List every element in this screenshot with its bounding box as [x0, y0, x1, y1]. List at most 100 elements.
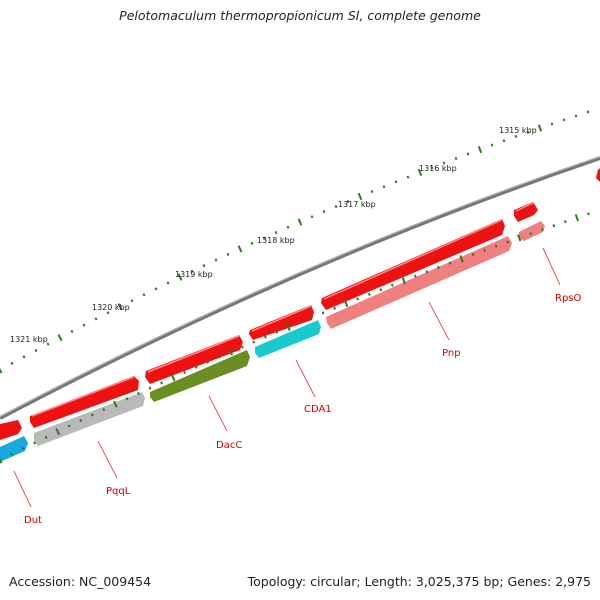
outer-tick — [562, 118, 566, 122]
inner-tick — [574, 214, 579, 222]
leader-line-dut — [13, 470, 32, 508]
outer-tick — [237, 245, 243, 253]
outer-tick — [286, 225, 290, 229]
outer-tick — [550, 122, 554, 126]
outer-tick — [334, 204, 338, 209]
inner-tick — [333, 306, 337, 310]
inner-tick — [0, 457, 3, 464]
inner-tick — [425, 270, 429, 274]
gene-label-dacc[interactable]: DacC — [216, 440, 242, 451]
cds-reverse-cda1[interactable] — [255, 320, 321, 358]
outer-tick — [490, 143, 494, 147]
cds-forward-segment[interactable] — [321, 219, 505, 310]
inner-tick — [228, 348, 234, 356]
outer-tick — [154, 287, 158, 291]
inner-tick — [471, 252, 475, 257]
gene-label-cda1[interactable]: CDA1 — [304, 404, 332, 415]
inner-tick — [483, 248, 487, 252]
outer-tick — [417, 168, 423, 176]
cds-reverse-pqql[interactable] — [34, 392, 145, 446]
outer-tick — [117, 303, 123, 311]
cds-forward-segment[interactable] — [249, 305, 314, 340]
scale-label-1317: 1317 kbp — [338, 200, 376, 209]
leader-line-rpso — [542, 247, 561, 286]
outer-tick — [370, 189, 374, 194]
outer-tick — [177, 273, 183, 281]
inner-tick — [401, 277, 407, 285]
cds-reverse-dut[interactable] — [0, 436, 28, 462]
inner-tick — [33, 441, 37, 445]
cds-reverse-pnp[interactable] — [326, 236, 512, 329]
gene-label-pnp[interactable]: Pnp — [442, 348, 461, 359]
inner-tick — [148, 386, 152, 390]
figure-title: Pelotomaculum thermopropionicum SI, comp… — [119, 8, 481, 23]
genome-backbone-highlight — [0, 156, 600, 417]
inner-tick — [44, 435, 48, 439]
inner-tick — [564, 220, 567, 224]
inner-tick — [21, 446, 25, 451]
scale-label-1318: 1318 kbp — [257, 236, 295, 245]
outer-tick-ring — [0, 110, 590, 374]
inner-tick — [102, 407, 106, 412]
inner-tick — [310, 316, 313, 320]
cds-forward-segment[interactable] — [0, 420, 22, 440]
cds-reverse-rpso[interactable] — [519, 221, 545, 241]
reverse-strand-features — [0, 221, 545, 462]
leader-line-dacc — [208, 395, 228, 432]
scale-label-1316: 1316 kbp — [419, 164, 457, 173]
inner-tick — [390, 283, 394, 287]
outer-tick — [514, 134, 518, 139]
scale-label-1321: 1321 kbp — [10, 335, 48, 344]
outer-tick — [22, 355, 26, 359]
cds-forward-segment[interactable] — [30, 376, 139, 428]
forward-strand-features — [0, 168, 600, 440]
cds-reverse-dacc[interactable] — [150, 350, 250, 402]
outer-tick — [322, 210, 326, 214]
inner-tick — [206, 360, 210, 364]
inner-tick — [540, 228, 544, 232]
inner-tick — [494, 244, 498, 248]
inner-tick — [379, 288, 383, 292]
accession-text: Accession: NC_009454 — [9, 574, 152, 589]
inner-tick — [125, 397, 129, 401]
inner-tick — [252, 340, 256, 344]
gene-label-dut[interactable]: Dut — [24, 515, 42, 526]
gene-labels: RpsO Pnp CDA1 DacC PqqL Dut — [13, 247, 582, 526]
leader-line-cda1 — [295, 359, 316, 398]
leader-line-pnp — [428, 301, 450, 341]
cds-forward-segment[interactable] — [514, 202, 538, 222]
gene-label-pqql[interactable]: PqqL — [106, 486, 131, 497]
inner-tick — [240, 345, 244, 349]
outer-tick — [202, 264, 206, 268]
outer-tick — [166, 281, 170, 285]
outer-tick — [537, 124, 543, 132]
outer-tick — [466, 152, 470, 156]
outer-tick — [394, 180, 398, 184]
cds-forward-segment[interactable] — [596, 168, 600, 182]
cds-forward-segment[interactable] — [145, 335, 243, 384]
outer-tick — [574, 114, 578, 118]
inner-tick — [459, 255, 464, 263]
outer-tick — [214, 258, 218, 262]
leader-line-pqql — [97, 440, 118, 479]
inner-tick — [263, 335, 267, 339]
outer-tick — [310, 215, 314, 219]
inner-tick — [137, 391, 140, 396]
inner-tick — [286, 323, 291, 331]
inner-tick — [437, 265, 440, 270]
scale-label-1320: 1320 kbp — [92, 303, 130, 312]
inner-tick — [194, 365, 198, 369]
inner-tick — [55, 428, 61, 436]
outer-tick — [250, 241, 254, 245]
inner-tick — [275, 330, 279, 334]
inner-tick-ring — [0, 212, 590, 464]
outer-tick — [442, 161, 446, 165]
gene-label-rpso[interactable]: RpsO — [555, 293, 582, 304]
inner-tick — [10, 452, 14, 456]
outer-tick — [430, 166, 434, 170]
outer-tick — [106, 311, 110, 315]
outer-tick — [262, 236, 266, 240]
inner-tick — [356, 297, 360, 301]
inner-tick — [517, 234, 522, 242]
